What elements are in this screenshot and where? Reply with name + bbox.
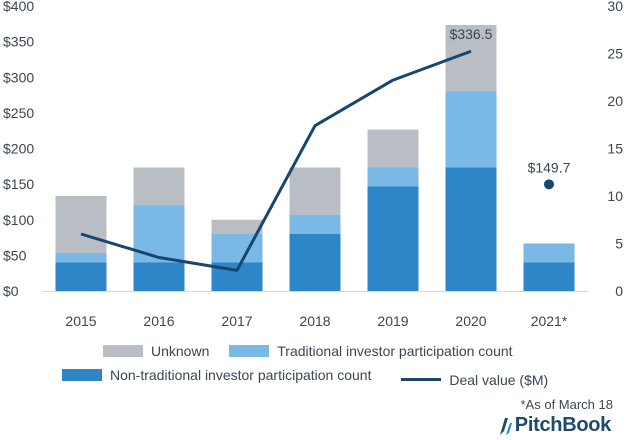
chart: $0 $50 $100 $150 $200 $250 $300 $350 $400 0 5 10 15 2…: [3, 0, 623, 329]
bar-2019-series-2: [367, 129, 419, 168]
legend-swatch-non-traditional: [62, 369, 102, 381]
y-left-tick-label: $100: [3, 212, 34, 228]
deal-value-line: [80, 49, 554, 272]
bar-2020-series-0: [445, 167, 497, 291]
legend-label-non-traditional: Non-traditional investor participation c…: [110, 367, 372, 383]
y-right-tick-label: 15: [607, 141, 623, 157]
legend-item-deal-value: Deal value ($M): [401, 372, 548, 388]
x-tick-label: 2020: [455, 313, 486, 329]
data-labels: $336.5 $149.7: [450, 26, 571, 175]
axes: $0 $50 $100 $150 $200 $250 $300 $350 $400 0 5 10 15 2…: [3, 0, 623, 329]
bar-2021-series-1: [523, 243, 575, 263]
y-right-tick-label: 5: [615, 236, 623, 252]
legend-label-unknown: Unknown: [151, 343, 210, 359]
bars: [55, 25, 575, 291]
y-left-tick-label: $150: [3, 176, 34, 192]
y-right-tick-label: 10: [607, 188, 623, 204]
bar-2015-series-2: [55, 196, 107, 253]
legend-item-unknown: Unknown: [103, 343, 209, 359]
legend-item-non-traditional: Non-traditional investor participation c…: [62, 367, 371, 383]
legend-label-traditional: Traditional investor participation count: [277, 343, 513, 359]
bar-2015-series-0: [55, 262, 107, 291]
data-label-2021: $149.7: [528, 159, 571, 175]
y-right-tick-label: 30: [607, 0, 623, 14]
deal-value-point-2021: [544, 179, 554, 190]
deal-value-polyline: [80, 49, 472, 272]
bar-2016-series-2: [133, 167, 185, 206]
legend-item-traditional: Traditional investor participation count: [229, 343, 513, 359]
y-right-tick-label: 25: [607, 46, 623, 62]
y-left-tick-label: $0: [3, 283, 19, 299]
bar-2015-series-1: [55, 253, 107, 263]
pitchbook-logo: PitchBook: [499, 414, 611, 437]
legend-swatch-unknown: [103, 345, 143, 357]
footnote: *As of March 18: [520, 397, 614, 412]
legend-row-2: Non-traditional investor participation c…: [62, 367, 548, 388]
bar-2019-series-1: [367, 167, 419, 187]
bar-2020-series-1: [445, 91, 497, 168]
bar-2021-series-0: [523, 262, 575, 291]
y-left-tick-label: $50: [3, 247, 27, 263]
bar-2018-series-0: [289, 234, 341, 291]
y-right-tick-label: 20: [607, 93, 623, 109]
x-tick-label: 2018: [299, 313, 330, 329]
y-left-tick-label: $400: [3, 0, 34, 14]
y-left-tick-label: $300: [3, 69, 34, 85]
x-tick-label: 2019: [377, 313, 408, 329]
data-label-2020: $336.5: [450, 26, 493, 42]
x-tick-label: 2016: [143, 313, 174, 329]
x-tick-label: 2015: [65, 313, 96, 329]
y-left-tick-label: $200: [3, 141, 34, 157]
bar-2019-series-0: [367, 186, 419, 291]
x-tick-label: 2021*: [531, 313, 568, 329]
bar-2018-series-1: [289, 215, 341, 234]
bar-2018-series-2: [289, 167, 341, 215]
y-left-tick-label: $250: [3, 105, 34, 121]
x-tick-label: 2017: [221, 313, 252, 329]
y-right-tick-label: 0: [615, 283, 623, 299]
bar-2017-series-2: [211, 219, 263, 234]
legend-swatch-traditional: [229, 345, 270, 357]
bar-2016-series-1: [133, 205, 185, 263]
legend-row-1: Unknown Traditional investor participati…: [103, 343, 513, 360]
legend-label-deal-value: Deal value ($M): [449, 371, 549, 388]
brand-name: PitchBook: [514, 414, 612, 436]
pitchbook-logo-icon: [499, 417, 512, 435]
legend-line-deal-value: [401, 378, 442, 381]
bar-2016-series-0: [133, 262, 185, 291]
y-left-tick-label: $350: [3, 34, 34, 50]
